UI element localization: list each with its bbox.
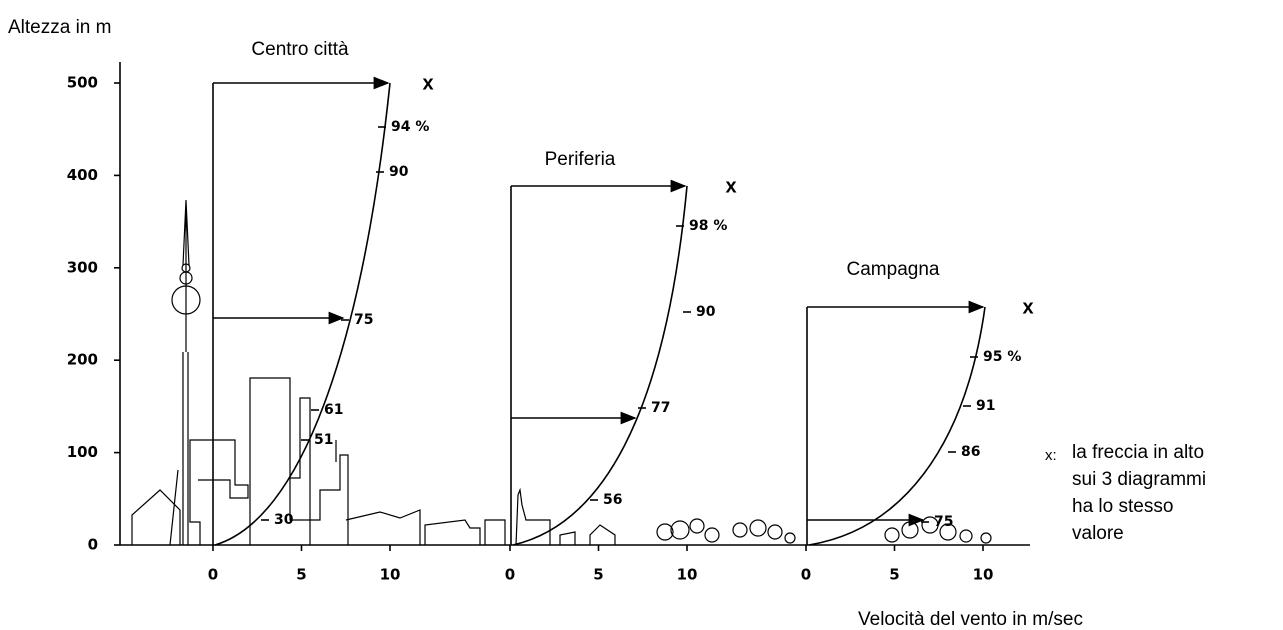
percent-label: 86 xyxy=(961,444,980,460)
percent-label: 30 xyxy=(274,512,294,528)
note-line: la freccia in alto xyxy=(1072,442,1204,463)
panel-centro xyxy=(212,76,391,546)
percent-label: 56 xyxy=(603,492,622,508)
x-axis-label: Velocità del vento in m/sec xyxy=(858,609,1083,630)
x-tick-label: 10 xyxy=(380,566,401,584)
y-tick-label: 0 xyxy=(88,536,98,554)
note-line: valore xyxy=(1072,523,1124,544)
panel-title: Periferia xyxy=(545,149,616,170)
y-tick-label: 200 xyxy=(67,351,98,369)
percent-label: 90 xyxy=(696,304,716,320)
x-tick-label: 0 xyxy=(801,566,811,584)
percent-label: 98 % xyxy=(689,218,727,234)
top-marker: x xyxy=(725,175,736,197)
x-tick-label: 0 xyxy=(208,566,218,584)
percent-label: 95 % xyxy=(983,349,1021,365)
percent-label: 90 xyxy=(389,164,409,180)
x-tick-label: 5 xyxy=(889,566,899,584)
y-tick-label: 300 xyxy=(67,258,98,276)
panel-periferia xyxy=(510,179,688,546)
note-line: sui 3 diagrammi xyxy=(1072,469,1206,490)
x-tick-label: 10 xyxy=(973,566,994,584)
x-tick-label: 0 xyxy=(505,566,515,584)
panel-title: Campagna xyxy=(847,259,940,280)
y-tick-label: 500 xyxy=(67,74,98,92)
note-line: ha lo stesso xyxy=(1072,496,1173,517)
percent-label: 77 xyxy=(651,400,670,416)
panel-title: Centro città xyxy=(251,39,349,60)
percent-label: 75 xyxy=(934,514,953,530)
x-tick-label: 5 xyxy=(593,566,603,584)
top-marker: x xyxy=(1022,296,1033,318)
top-marker: x xyxy=(422,72,433,94)
trees xyxy=(656,516,992,544)
x-tick-label: 5 xyxy=(296,566,306,584)
skyline xyxy=(131,199,616,546)
percent-label: 51 xyxy=(314,432,333,448)
note-symbol: x: xyxy=(1045,447,1057,464)
y-tick-label: 100 xyxy=(67,443,98,461)
percent-label: 91 xyxy=(976,398,995,414)
x-tick-label: 10 xyxy=(677,566,698,584)
percent-label: 61 xyxy=(324,402,343,418)
y-tick-label: 400 xyxy=(67,166,98,184)
panel-campagna xyxy=(806,300,986,546)
y-axis-label: Altezza in m xyxy=(8,17,111,38)
percent-label: 94 % xyxy=(391,119,429,135)
percent-label: 75 xyxy=(354,312,373,328)
